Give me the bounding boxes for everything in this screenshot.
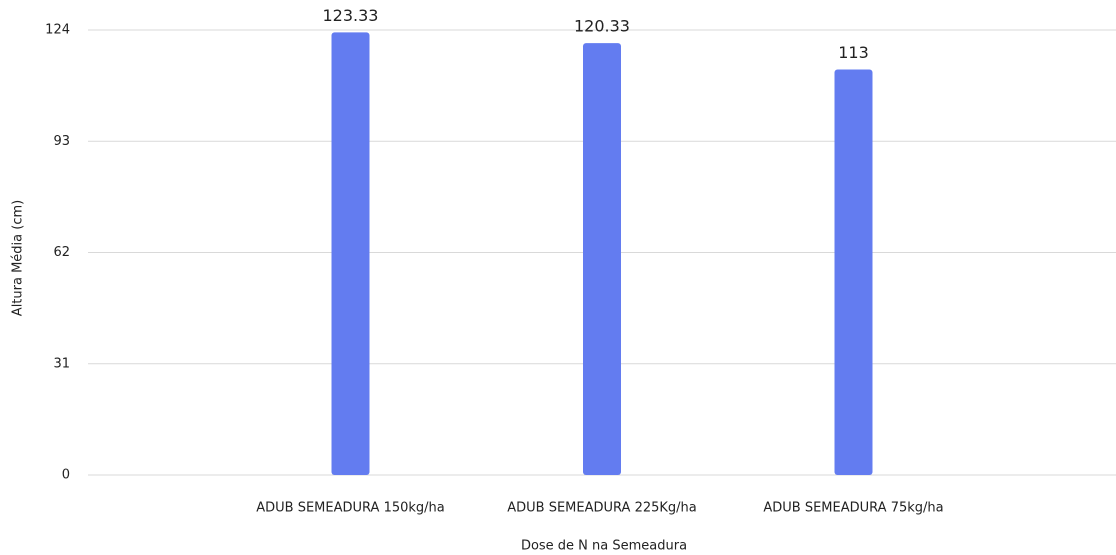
x-tick-label: ADUB SEMEADURA 150kg/ha [256, 501, 445, 516]
bar [834, 69, 873, 476]
x-tick-label: ADUB SEMEADURA 75kg/ha [763, 501, 943, 516]
y-tick-label: 93 [53, 134, 70, 149]
value-label: 123.33 [323, 6, 379, 25]
y-tick-label: 124 [45, 23, 70, 38]
value-label: 113 [838, 43, 869, 62]
y-tick-label: 0 [62, 468, 70, 483]
bar [331, 32, 370, 476]
y-tick-label: 31 [53, 356, 70, 371]
y-tick-label: 62 [53, 245, 70, 260]
value-label: 120.33 [574, 17, 630, 36]
bar [583, 43, 621, 475]
x-axis-title: Dose de N na Semeadura [521, 539, 687, 554]
x-tick-label: ADUB SEMEADURA 225Kg/ha [507, 501, 697, 516]
y-axis-title: Altura Média (cm) [11, 200, 26, 316]
